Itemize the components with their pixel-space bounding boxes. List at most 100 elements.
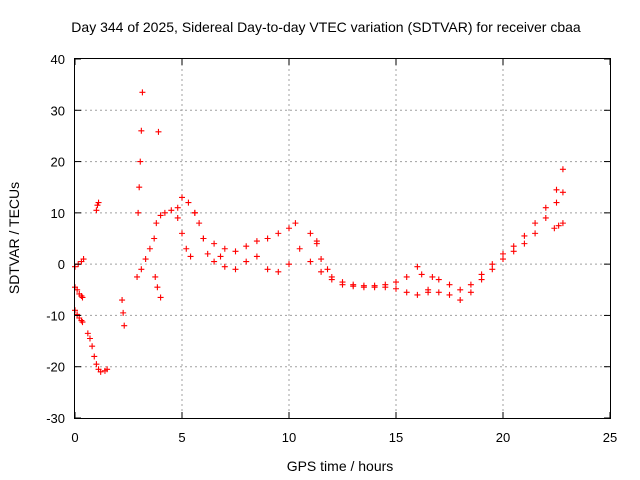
data-point [79,294,86,301]
data-point [307,258,314,265]
data-point [93,361,100,368]
y-tick-label: -20 [46,360,65,375]
data-point [136,184,143,191]
series-trace-g [135,89,146,216]
series-trace-o [221,230,320,275]
x-tick-label: 25 [603,430,617,445]
data-point [510,248,517,255]
data-point [174,214,181,221]
data-point [478,276,485,283]
data-point [94,202,101,209]
data-point [489,266,496,273]
data-point [84,330,91,337]
data-point [350,283,357,290]
data-point [435,289,442,296]
data-point [559,166,566,173]
y-tick-label: 10 [51,206,65,221]
data-point [510,243,517,250]
data-point [403,289,410,296]
data-point [292,220,299,227]
data-point [435,276,442,283]
series-trace-h [134,235,158,280]
data-point [217,253,224,260]
data-point [382,284,389,291]
data-point [553,199,560,206]
x-tick-labels: 0 5 10 15 20 25 [71,430,617,445]
data-point [185,199,192,206]
data-point [542,214,549,221]
data-point [313,240,320,247]
data-point [151,235,158,242]
y-axis-label: SDTVAR / TECUs [6,182,22,294]
data-point [187,253,194,260]
data-point [457,297,464,304]
data-point [553,186,560,193]
data-point [80,256,87,263]
data-point [555,222,562,229]
data-point [467,289,474,296]
data-point [393,279,399,286]
data-point [138,127,145,134]
x-axis-label: GPS time / hours [287,458,394,474]
data-point [139,89,146,96]
data-point [179,194,185,201]
data-point [135,209,142,216]
data-point [253,253,260,260]
x-tick-label: 5 [178,430,185,445]
data-point [253,238,260,245]
data-point [296,245,303,252]
data-point [360,284,367,291]
data-point [120,309,127,316]
data-point [264,266,271,273]
series-trace-k [153,194,198,227]
data-point [559,189,566,196]
data-point [157,212,164,219]
series-trace-e [93,199,102,214]
series-trace-m [191,209,224,265]
data-point [95,199,102,206]
data-point [137,158,144,165]
data-point [79,319,86,326]
y-tick-labels: -30 -20 -10 0 10 20 30 40 [46,52,65,426]
data-point [324,266,331,273]
chart-title: Day 344 of 2025, Sidereal Day-to-day VTE… [71,19,581,35]
data-point [191,209,198,216]
data-point [551,225,558,232]
data-point [521,240,528,247]
data-point [489,261,496,268]
data-point [86,335,93,342]
data-point [232,248,239,255]
data-point [532,220,539,227]
data-point [97,368,104,375]
y-tick-label: -30 [46,411,65,426]
series-trace-q [307,258,432,298]
data-point [119,297,126,304]
data-point [307,230,314,237]
data-point [155,128,162,135]
data-point [211,240,218,247]
data-point [221,263,228,270]
data-point [414,263,421,270]
data-point [339,281,346,288]
series-trace-p [313,240,421,289]
data-point [403,273,410,280]
series-trace-r [418,166,566,293]
data-point [243,243,250,250]
data-point [467,281,474,288]
data-point [243,258,250,265]
data-point [142,256,149,263]
y-tick-label: -10 [46,308,65,323]
data-point [425,286,432,293]
data-point [89,343,96,350]
series-trace-t [551,220,566,232]
data-point [152,273,159,280]
data-point [74,286,81,293]
series-trace-j [155,128,162,135]
data-point [138,266,145,273]
data-point [318,256,325,263]
data-point [286,225,292,232]
x-tick-label: 20 [496,430,510,445]
data-point [264,235,271,242]
data-point [542,204,549,211]
x-tick-label: 0 [71,430,78,445]
